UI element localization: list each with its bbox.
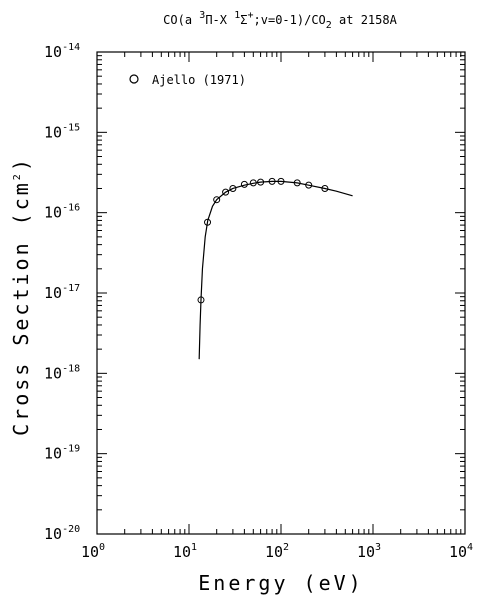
y-tick-label: 10-14 [44,42,80,61]
y-tick-label: 10-16 [44,203,80,222]
x-tick-label: 101 [173,542,197,561]
x-tick-base: 10 [173,543,191,561]
title-part: Π-X [205,13,234,27]
y-tick-base: 10 [44,525,62,543]
y-axis-label-close: ) [9,156,33,171]
y-axis-label: Cross Section (cm2) [9,156,33,436]
y-tick-exponent: -19 [62,444,80,455]
y-tick-label: 10-18 [44,363,80,382]
series-layer [197,177,353,360]
y-tick-label: 10-17 [44,283,80,302]
title-part: Σ [240,13,247,27]
data-point [321,184,329,192]
x-tick-label: 100 [81,542,105,561]
x-tick-exponent: 3 [375,542,381,553]
title-part: 2 [326,20,332,31]
title-part: + [247,10,253,21]
y-tick-exponent: -15 [62,122,80,133]
x-tick-exponent: 2 [283,542,289,553]
title-part: CO(a [163,13,199,27]
y-tick-base: 10 [44,204,62,222]
title-part: 1 [234,10,240,21]
y-tick-exponent: -16 [62,203,80,214]
y-tick-label: 10-20 [44,524,80,543]
x-axis-label: Energy (eV) [198,571,363,595]
chart-title: CO(a 3Π-X 1Σ+;v=0-1)/CO2 at 2158A [163,10,397,31]
plot-frame [96,51,466,535]
y-tick-exponent: -18 [62,363,80,374]
y-tick-label: 10-19 [44,444,80,463]
data-point [222,188,230,196]
y-axis-label-text: Cross Section (cm [9,180,33,436]
x-tick-exponent: 0 [99,542,105,553]
y-tick-base: 10 [44,43,62,61]
x-tick-label: 103 [357,542,381,561]
y-tick-exponent: -17 [62,283,80,294]
x-tick-base: 10 [449,543,467,561]
x-tick-labels: 100 101 102 103 104 [81,542,473,561]
x-tick-base: 10 [265,543,283,561]
data-point [213,196,221,204]
x-tick-label: 104 [449,542,473,561]
axis-ticks [97,52,465,534]
y-tick-exponent: -14 [62,42,80,53]
data-point [229,184,237,192]
y-tick-exponent: -20 [62,524,80,535]
title-part: 3 [199,10,205,21]
y-tick-base: 10 [44,123,62,141]
y-tick-base: 10 [44,445,62,463]
legend-marker-open-circle [129,74,139,84]
y-axis-label-sup: 2 [12,171,23,180]
title-part: at 2158A [332,13,398,27]
legend-label: Ajello (1971) [152,73,246,87]
y-tick-base: 10 [44,364,62,382]
y-tick-base: 10 [44,284,62,302]
x-tick-exponent: 1 [191,542,197,553]
x-tick-label: 102 [265,542,289,561]
legend: Ajello (1971) [129,73,246,87]
x-tick-exponent: 4 [467,542,473,553]
x-tick-base: 10 [81,543,99,561]
title-part: ;v=0-1)/CO [254,13,326,27]
y-tick-label: 10-15 [44,122,80,141]
x-tick-base: 10 [357,543,375,561]
fit-curve-line [198,180,353,360]
